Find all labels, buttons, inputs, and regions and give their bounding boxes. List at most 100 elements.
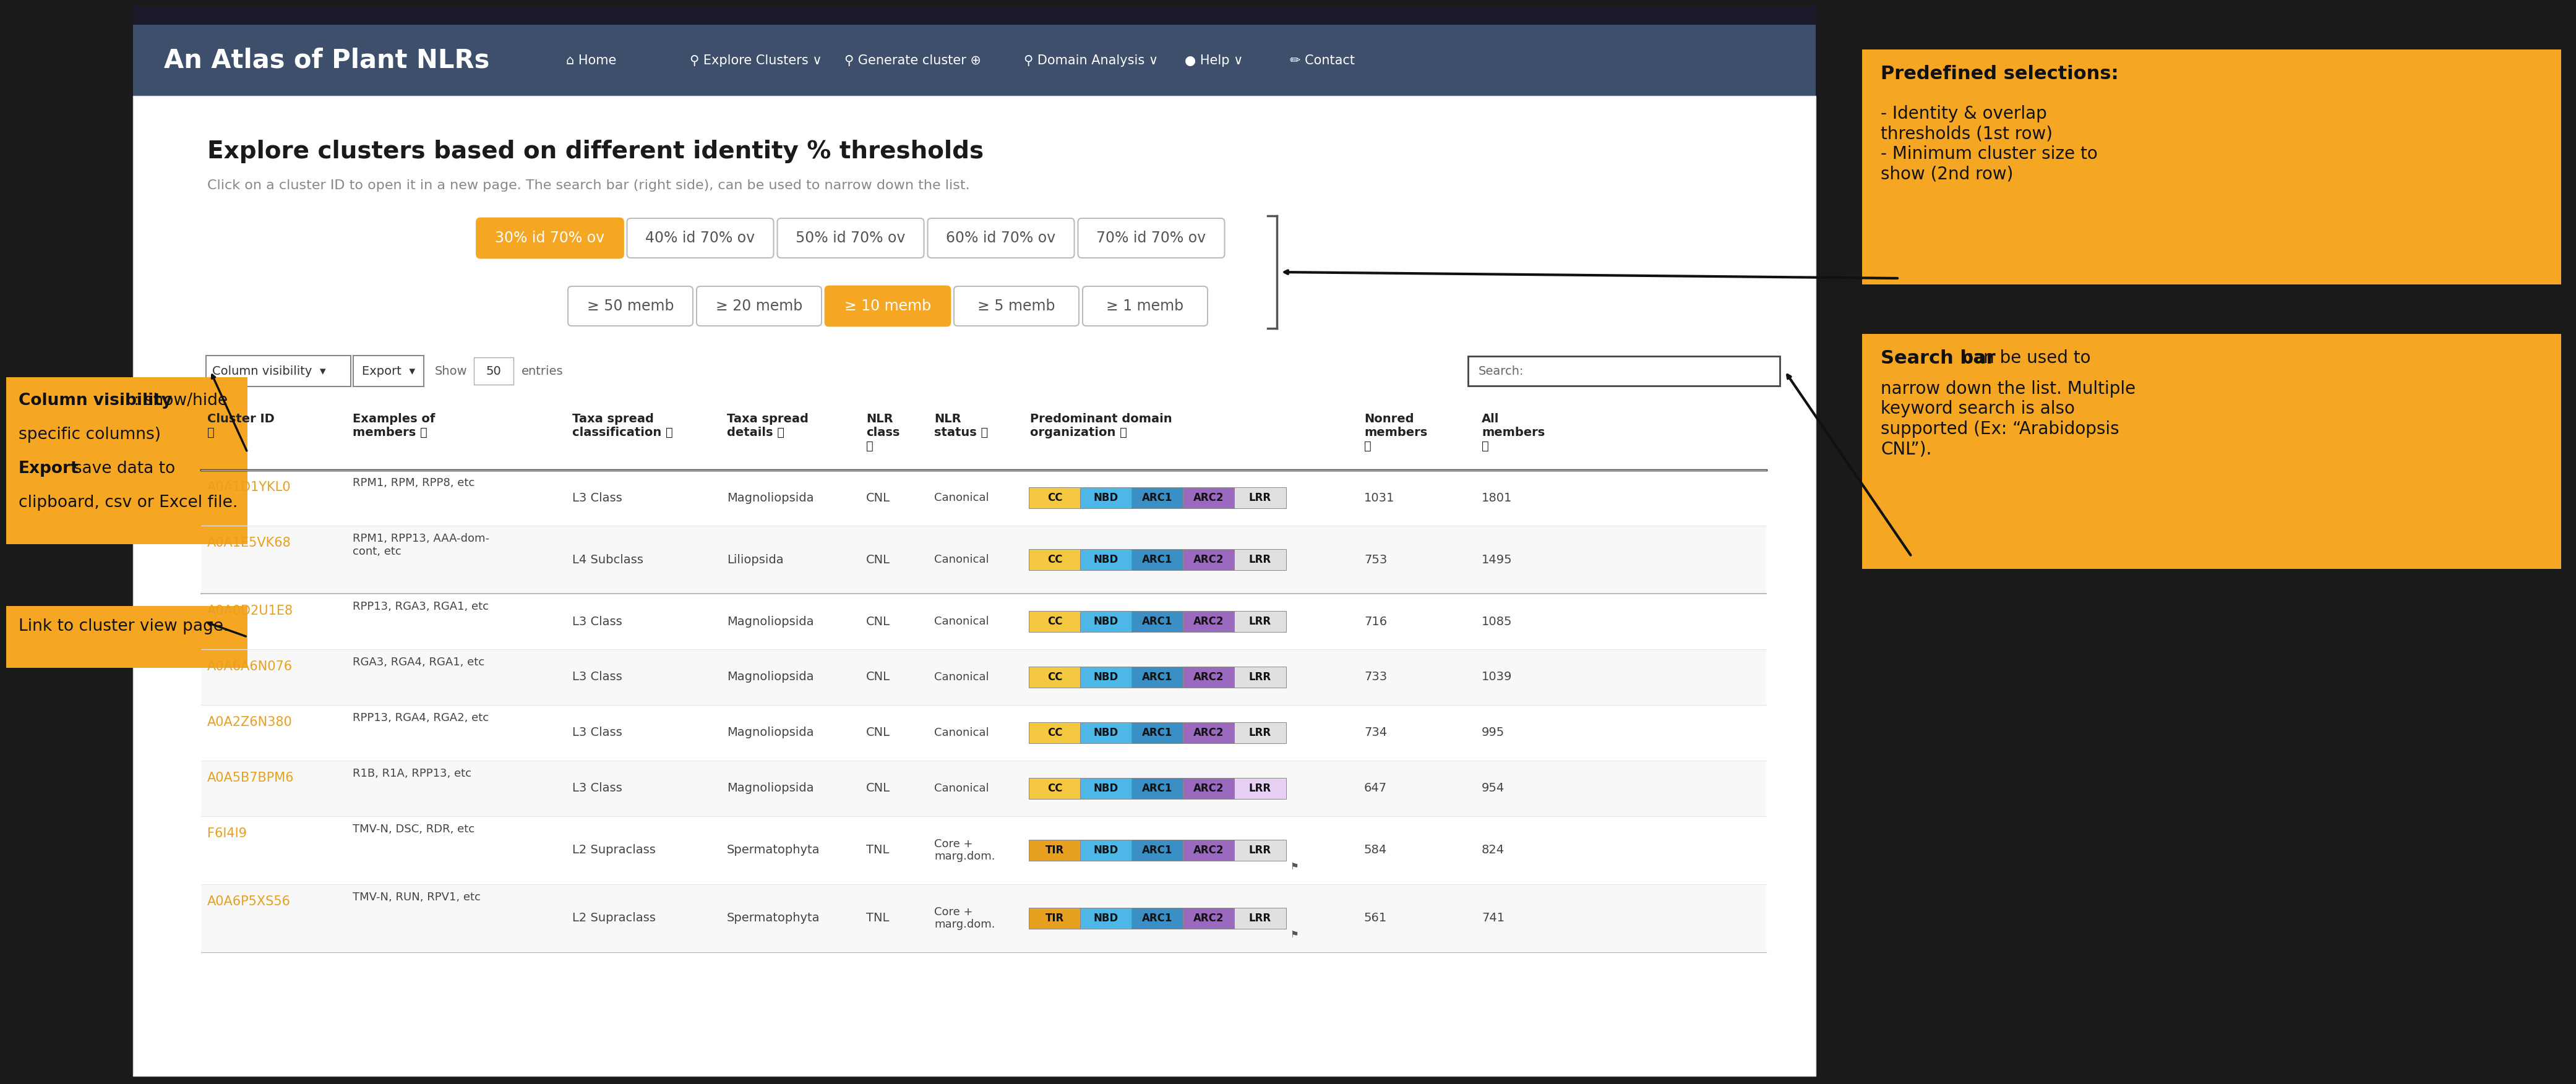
Text: NBD: NBD bbox=[1095, 913, 1118, 924]
Text: TMV-N, DSC, RDR, etc: TMV-N, DSC, RDR, etc bbox=[353, 824, 474, 835]
Text: Predefined selections:: Predefined selections: bbox=[1880, 65, 2117, 82]
FancyBboxPatch shape bbox=[1182, 550, 1234, 570]
FancyBboxPatch shape bbox=[5, 606, 247, 668]
Text: A0A5B7BPM6: A0A5B7BPM6 bbox=[206, 772, 294, 784]
FancyBboxPatch shape bbox=[1234, 488, 1285, 508]
Text: CNL: CNL bbox=[866, 616, 891, 628]
Text: Search:: Search: bbox=[1479, 365, 1525, 377]
Text: CC: CC bbox=[1048, 554, 1061, 565]
FancyBboxPatch shape bbox=[1182, 907, 1234, 929]
Text: entries: entries bbox=[520, 365, 564, 377]
Text: 50% id 70% ov: 50% id 70% ov bbox=[796, 231, 907, 245]
FancyBboxPatch shape bbox=[1131, 907, 1182, 929]
FancyBboxPatch shape bbox=[1182, 722, 1234, 744]
Text: Click on a cluster ID to open it in a new page. The search bar (right side), can: Click on a cluster ID to open it in a ne… bbox=[206, 179, 969, 192]
Text: LRR: LRR bbox=[1249, 672, 1273, 683]
Text: ARC1: ARC1 bbox=[1141, 783, 1172, 793]
Text: A0A0D2U1E8: A0A0D2U1E8 bbox=[206, 605, 294, 617]
Text: Core +
marg.dom.: Core + marg.dom. bbox=[935, 838, 994, 862]
FancyBboxPatch shape bbox=[1234, 611, 1285, 632]
FancyBboxPatch shape bbox=[134, 7, 1816, 25]
Text: Taxa spread
classification ❓: Taxa spread classification ❓ bbox=[572, 413, 672, 438]
Text: ARC1: ARC1 bbox=[1141, 672, 1172, 683]
Text: Export: Export bbox=[18, 461, 80, 477]
FancyBboxPatch shape bbox=[1028, 907, 1082, 929]
Text: LRR: LRR bbox=[1249, 783, 1273, 793]
FancyBboxPatch shape bbox=[1234, 722, 1285, 744]
Text: : show/hide: : show/hide bbox=[129, 392, 229, 409]
FancyBboxPatch shape bbox=[201, 885, 1767, 952]
FancyBboxPatch shape bbox=[1131, 778, 1182, 799]
FancyBboxPatch shape bbox=[1131, 840, 1182, 861]
Text: ARC2: ARC2 bbox=[1193, 913, 1224, 924]
FancyBboxPatch shape bbox=[1234, 907, 1285, 929]
Text: An Atlas of Plant NLRs: An Atlas of Plant NLRs bbox=[165, 48, 489, 74]
FancyBboxPatch shape bbox=[1079, 667, 1131, 687]
FancyBboxPatch shape bbox=[626, 218, 773, 258]
FancyBboxPatch shape bbox=[1028, 550, 1082, 570]
FancyBboxPatch shape bbox=[201, 705, 1767, 761]
FancyBboxPatch shape bbox=[477, 218, 623, 258]
FancyBboxPatch shape bbox=[824, 286, 951, 326]
FancyBboxPatch shape bbox=[1234, 667, 1285, 687]
Text: Magnoliopsida: Magnoliopsida bbox=[726, 783, 814, 795]
FancyBboxPatch shape bbox=[953, 286, 1079, 326]
FancyBboxPatch shape bbox=[201, 470, 1767, 526]
Text: R1B, R1A, RPP13, etc: R1B, R1A, RPP13, etc bbox=[353, 767, 471, 779]
Text: ARC2: ARC2 bbox=[1193, 492, 1224, 503]
FancyBboxPatch shape bbox=[1862, 334, 2561, 569]
Text: L2 Supraclass: L2 Supraclass bbox=[572, 913, 657, 925]
Text: NBD: NBD bbox=[1095, 554, 1118, 565]
FancyBboxPatch shape bbox=[201, 816, 1767, 885]
Text: L3 Class: L3 Class bbox=[572, 492, 623, 504]
Text: ARC1: ARC1 bbox=[1141, 727, 1172, 738]
FancyBboxPatch shape bbox=[1468, 357, 1780, 386]
FancyBboxPatch shape bbox=[134, 95, 1816, 1076]
FancyBboxPatch shape bbox=[134, 25, 1816, 95]
FancyBboxPatch shape bbox=[1079, 488, 1131, 508]
Text: CNL: CNL bbox=[866, 671, 891, 683]
Text: A0A6P5XS56: A0A6P5XS56 bbox=[206, 895, 291, 907]
Text: RPP13, RGA4, RGA2, etc: RPP13, RGA4, RGA2, etc bbox=[353, 712, 489, 723]
Text: 1031: 1031 bbox=[1365, 492, 1394, 504]
Text: Spermatophyta: Spermatophyta bbox=[726, 844, 819, 856]
FancyBboxPatch shape bbox=[1182, 488, 1234, 508]
FancyBboxPatch shape bbox=[1028, 840, 1082, 861]
Text: ⌂ Home: ⌂ Home bbox=[567, 54, 616, 66]
FancyBboxPatch shape bbox=[201, 526, 1767, 594]
Text: L4 Subclass: L4 Subclass bbox=[572, 554, 644, 566]
Text: F6I4I9: F6I4I9 bbox=[206, 827, 247, 840]
Text: 647: 647 bbox=[1365, 783, 1386, 795]
FancyBboxPatch shape bbox=[474, 358, 513, 385]
Text: RPM1, RPM, RPP8, etc: RPM1, RPM, RPP8, etc bbox=[353, 477, 474, 489]
FancyBboxPatch shape bbox=[1234, 550, 1285, 570]
Text: TMV-N, RUN, RPV1, etc: TMV-N, RUN, RPV1, etc bbox=[353, 892, 482, 903]
Text: 824: 824 bbox=[1481, 844, 1504, 856]
Text: Canonical: Canonical bbox=[935, 492, 989, 503]
Text: 995: 995 bbox=[1481, 727, 1504, 738]
Text: ARC2: ARC2 bbox=[1193, 554, 1224, 565]
Text: ARC1: ARC1 bbox=[1141, 913, 1172, 924]
Text: CC: CC bbox=[1048, 616, 1061, 627]
Text: Canonical: Canonical bbox=[935, 727, 989, 738]
Text: LRR: LRR bbox=[1249, 727, 1273, 738]
Text: ARC2: ARC2 bbox=[1193, 783, 1224, 793]
Text: 734: 734 bbox=[1365, 727, 1386, 738]
Text: L2 Supraclass: L2 Supraclass bbox=[572, 844, 657, 856]
Text: Liliopsida: Liliopsida bbox=[726, 554, 783, 566]
Text: Magnoliopsida: Magnoliopsida bbox=[726, 727, 814, 738]
Text: A0A1E5VK68: A0A1E5VK68 bbox=[206, 537, 291, 550]
FancyBboxPatch shape bbox=[201, 649, 1767, 705]
Text: NBD: NBD bbox=[1095, 783, 1118, 793]
Text: ARC1: ARC1 bbox=[1141, 844, 1172, 856]
Text: TNL: TNL bbox=[866, 913, 889, 925]
FancyBboxPatch shape bbox=[1028, 611, 1082, 632]
Text: Spermatophyta: Spermatophyta bbox=[726, 913, 819, 925]
FancyBboxPatch shape bbox=[927, 218, 1074, 258]
Text: LRR: LRR bbox=[1249, 554, 1273, 565]
FancyBboxPatch shape bbox=[1028, 722, 1082, 744]
Text: ARC2: ARC2 bbox=[1193, 672, 1224, 683]
Text: TIR: TIR bbox=[1046, 844, 1064, 856]
FancyBboxPatch shape bbox=[1028, 667, 1082, 687]
Text: CNL: CNL bbox=[866, 492, 891, 504]
